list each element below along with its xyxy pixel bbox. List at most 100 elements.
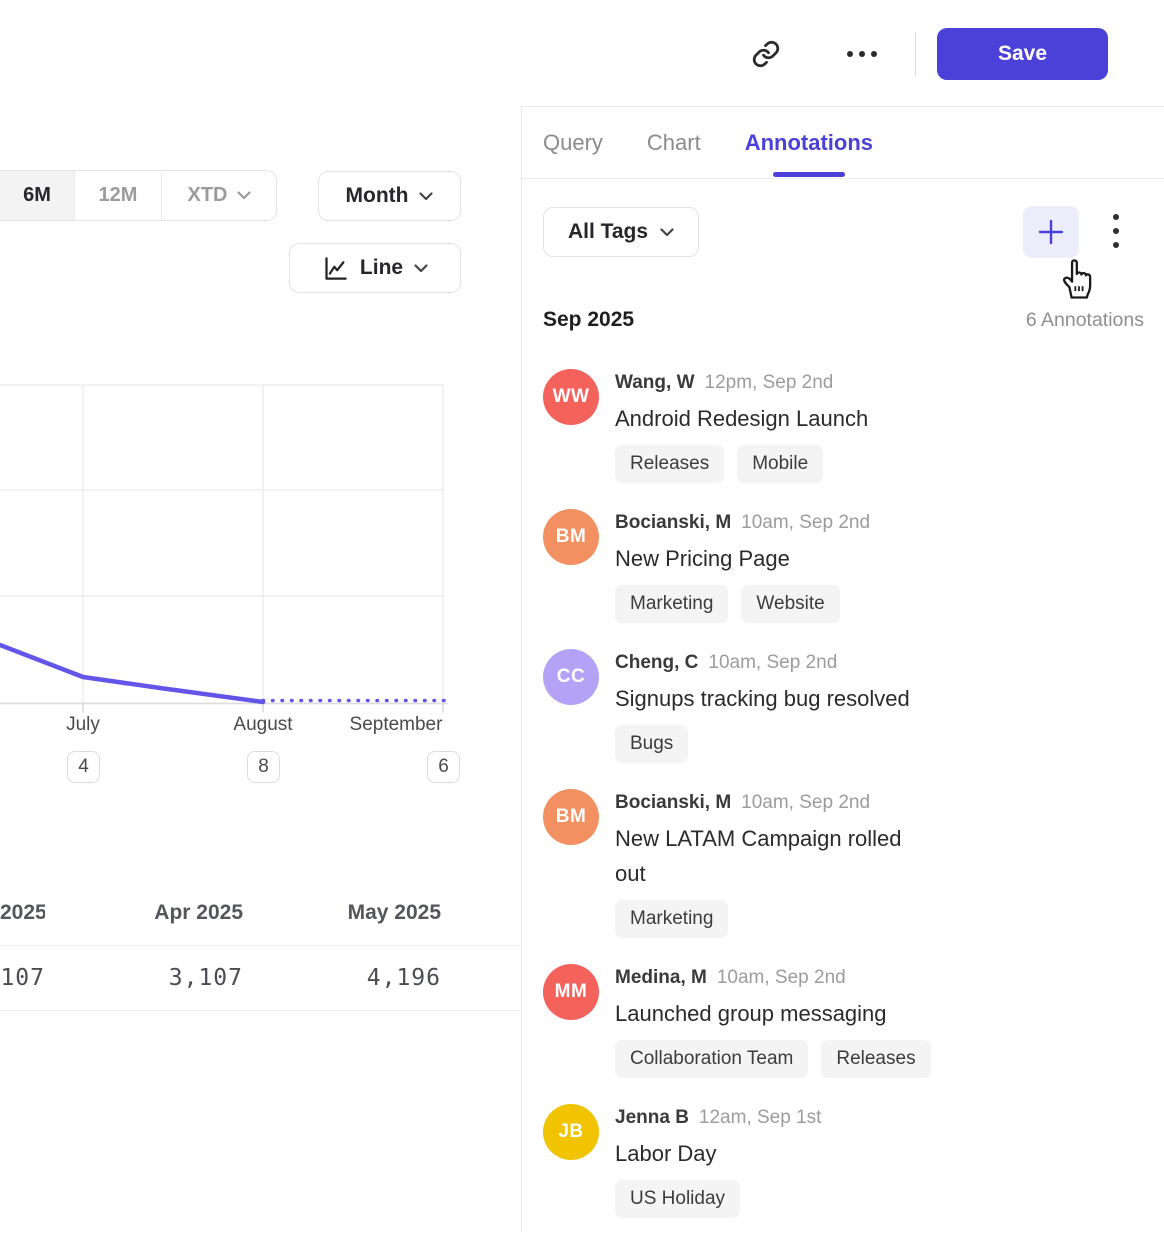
mouse-cursor	[1053, 252, 1099, 302]
annotation-author: Jenna B	[615, 1107, 689, 1128]
annotation-list-item[interactable]: JB Jenna B 12am, Sep 1st Labor Day US Hol…	[543, 1104, 1154, 1218]
annotation-header: Medina, M 10am, Sep 2nd	[615, 964, 931, 992]
annotation-tag-list: Collaboration Team Releases	[615, 1040, 931, 1078]
granularity-label: Month	[345, 184, 409, 207]
annotation-body: Medina, M 10am, Sep 2nd Launched group me…	[615, 964, 931, 1078]
copy-link-button[interactable]	[748, 38, 784, 70]
avatar: BM	[543, 789, 599, 845]
avatar: CC	[543, 649, 599, 705]
tab-annotations[interactable]: Annotations	[745, 107, 873, 178]
month-section-header: Sep 2025 6 Annotations	[543, 308, 1144, 332]
annotation-title: Labor Day	[615, 1141, 717, 1166]
table-header-apr-2025: Apr 2025	[154, 901, 243, 924]
annotation-tag-list: Marketing Website	[615, 585, 870, 623]
annotation-list-item[interactable]: BM Bocianski, M 10am, Sep 2nd New LATAM C…	[543, 789, 1154, 938]
annotation-header: Cheng, C 10am, Sep 2nd	[615, 649, 910, 677]
range-option-12m[interactable]: 12M	[74, 171, 161, 220]
tag-filter-dropdown[interactable]: All Tags	[543, 207, 699, 257]
annotation-timestamp: 10am, Sep 2nd	[741, 512, 871, 533]
annotation-tag[interactable]: Releases	[615, 445, 725, 483]
chart-type-dropdown[interactable]: Line	[289, 243, 461, 293]
annotation-header: Wang, W 12pm, Sep 2nd	[615, 369, 868, 397]
plus-icon	[1037, 218, 1065, 246]
chevron-down-icon	[419, 191, 434, 201]
annotation-timestamp: 10am, Sep 2nd	[708, 652, 838, 673]
annotation-body: Bocianski, M 10am, Sep 2nd New LATAM Camp…	[615, 789, 927, 938]
monthly-values-table: 2025 Apr 2025 May 2025 107 3,107 4,196	[0, 881, 520, 1011]
annotation-author: Cheng, C	[615, 652, 699, 673]
annotation-list-item[interactable]: WW Wang, W 12pm, Sep 2nd Android Redesign…	[543, 369, 1154, 483]
table-header-truncated: 2025	[0, 901, 45, 924]
table-header-row: 2025 Apr 2025 May 2025	[0, 881, 520, 946]
x-axis-label-july: July	[66, 714, 100, 735]
tab-query[interactable]: Query	[543, 129, 603, 155]
table-value-apr-2025: 3,107	[168, 965, 243, 991]
range-option-xtd[interactable]: XTD	[161, 171, 276, 220]
annotation-header: Jenna B 12am, Sep 1st	[615, 1104, 821, 1132]
annotation-tag[interactable]: Bugs	[615, 725, 689, 763]
annotation-count-badge-july[interactable]: 4	[67, 751, 100, 783]
annotation-tag[interactable]: US Holiday	[615, 1180, 741, 1218]
annotation-tag[interactable]: Website	[741, 585, 840, 623]
annotation-title: Launched group messaging	[615, 1001, 887, 1026]
tag-filter-label: All Tags	[567, 220, 649, 243]
ellipsis-icon	[842, 48, 882, 60]
annotation-author: Bocianski, M	[615, 792, 732, 813]
table-header-may-2025: May 2025	[347, 901, 441, 924]
annotation-count-badge-august[interactable]: 8	[247, 751, 280, 783]
x-axis-label-september: September	[349, 714, 443, 735]
annotation-tag[interactable]: Marketing	[615, 585, 729, 623]
panel-tab-bar: Query Chart Annotations	[522, 107, 1164, 179]
annotation-list: WW Wang, W 12pm, Sep 2nd Android Redesign…	[543, 369, 1154, 1244]
annotation-body: Jenna B 12am, Sep 1st Labor Day US Holida…	[615, 1104, 821, 1218]
annotation-tag[interactable]: Mobile	[737, 445, 824, 483]
annotations-panel: Query Chart Annotations All Tags Sep 202…	[521, 106, 1164, 1232]
annotation-list-item[interactable]: BM Bocianski, M 10am, Sep 2nd New Pricing…	[543, 509, 1154, 623]
table-value-may-2025: 4,196	[366, 965, 441, 991]
granularity-dropdown[interactable]: Month	[318, 171, 461, 221]
link-icon	[751, 39, 781, 69]
annotation-author: Medina, M	[615, 967, 707, 988]
annotation-list-item[interactable]: MM Medina, M 10am, Sep 2nd Launched group…	[543, 964, 1154, 1078]
annotation-header: Bocianski, M 10am, Sep 2nd	[615, 509, 870, 537]
annotation-tag-list: Marketing	[615, 900, 927, 938]
avatar: BM	[543, 509, 599, 565]
range-option-xtd-label: XTD	[187, 184, 228, 206]
header-divider	[915, 32, 916, 76]
annotation-tag-list: US Holiday	[615, 1180, 821, 1218]
line-chart-icon	[322, 255, 349, 282]
annotation-count: 6 Annotations	[1025, 309, 1144, 331]
top-bar: Save	[0, 0, 1164, 106]
annotation-author: Wang, W	[615, 372, 695, 393]
annotation-tag[interactable]: Releases	[821, 1040, 931, 1078]
annotation-tag[interactable]: Collaboration Team	[615, 1040, 809, 1078]
annotation-tag-list: Releases Mobile	[615, 445, 868, 483]
annotation-timestamp: 12pm, Sep 2nd	[704, 372, 834, 393]
x-axis-label-august: August	[233, 714, 293, 735]
annotation-title: Android Redesign Launch	[615, 406, 869, 431]
more-options-button[interactable]	[840, 42, 884, 66]
kebab-icon	[1112, 212, 1120, 252]
trend-line-chart[interactable]	[0, 373, 460, 718]
chart-type-label: Line	[359, 256, 404, 279]
add-annotation-button[interactable]	[1023, 206, 1079, 258]
panel-more-options-button[interactable]	[1106, 211, 1126, 253]
annotation-timestamp: 12am, Sep 1st	[698, 1107, 822, 1128]
annotation-tag[interactable]: Marketing	[615, 900, 729, 938]
annotation-timestamp: 10am, Sep 2nd	[741, 792, 871, 813]
annotation-count-badge-september[interactable]: 6	[427, 751, 460, 783]
avatar: JB	[543, 1104, 599, 1160]
date-range-segmented-control: 6M 12M XTD	[0, 170, 277, 221]
annotation-body: Wang, W 12pm, Sep 2nd Android Redesign La…	[615, 369, 868, 483]
tab-chart[interactable]: Chart	[646, 129, 701, 155]
annotation-author: Bocianski, M	[615, 512, 732, 533]
annotation-title: New LATAM Campaign rolled out	[615, 826, 902, 886]
annotation-timestamp: 10am, Sep 2nd	[716, 967, 846, 988]
save-button[interactable]: Save	[937, 28, 1108, 80]
section-title: Sep 2025	[543, 308, 635, 331]
annotation-header: Bocianski, M 10am, Sep 2nd	[615, 789, 927, 817]
annotation-list-item[interactable]: CC Cheng, C 10am, Sep 2nd Signups trackin…	[543, 649, 1154, 763]
table-value-row: 107 3,107 4,196	[0, 946, 520, 1011]
range-option-6m[interactable]: 6M	[0, 171, 74, 220]
